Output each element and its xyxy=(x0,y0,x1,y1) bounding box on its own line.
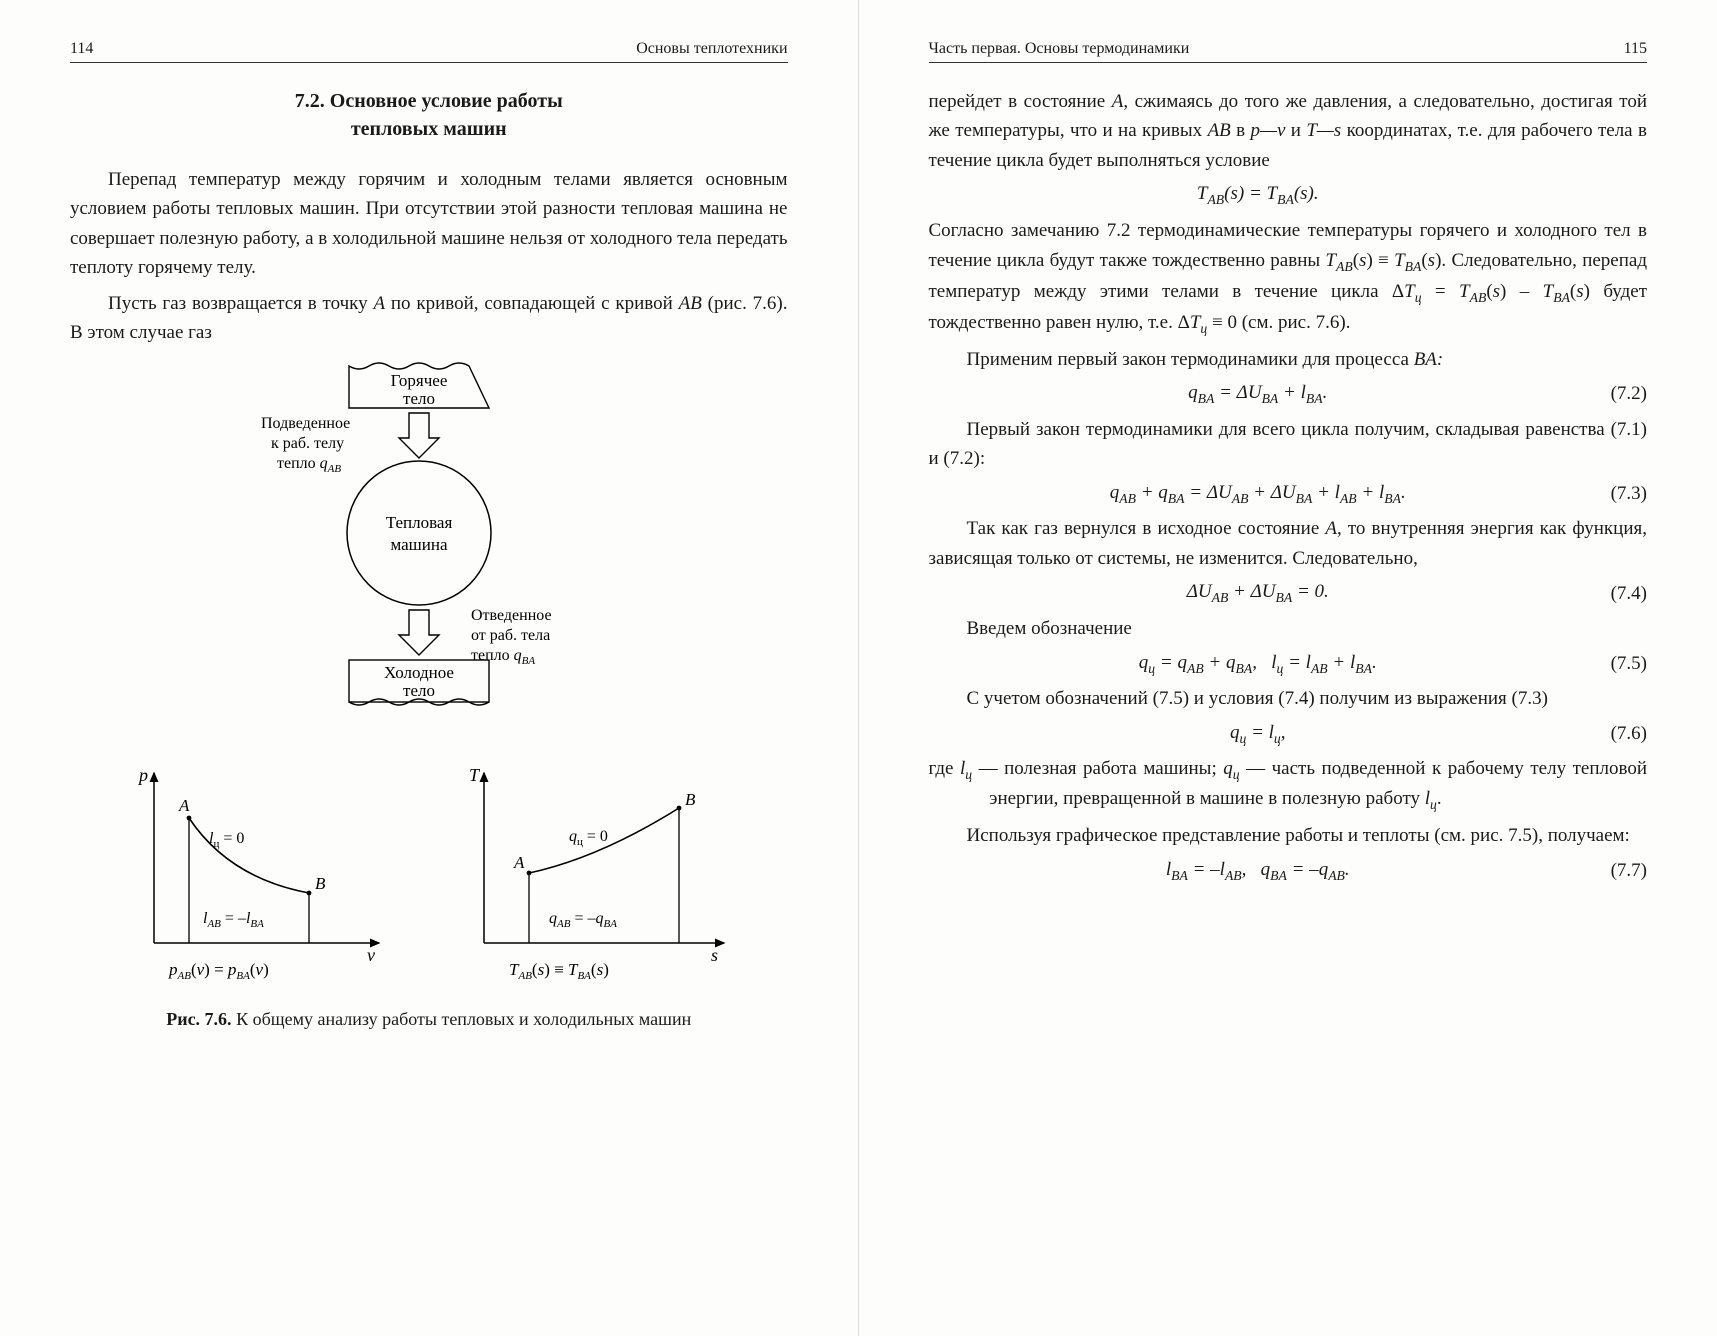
equation-7-6: qц = lц, (7.6) xyxy=(929,722,1648,747)
svg-text:B: B xyxy=(685,790,696,809)
svg-text:к раб. телу: к раб. телу xyxy=(271,435,344,452)
svg-text:lц = 0: lц = 0 xyxy=(209,830,244,850)
paragraph: С учетом обозначений (7.5) и условия (7.… xyxy=(929,684,1648,713)
where-clause: где lц — полезная работа машины; qц — ча… xyxy=(929,755,1648,816)
svg-text:тело: тело xyxy=(403,681,435,700)
svg-text:qAB = –qBA: qAB = –qBA xyxy=(549,910,617,930)
paragraph: Так как газ вернулся в исходное состояни… xyxy=(929,514,1648,573)
running-head-left: 114 Основы теплотехники xyxy=(70,40,788,63)
svg-text:от раб. тела: от раб. тела xyxy=(471,627,550,644)
svg-text:Горячее: Горячее xyxy=(390,371,447,390)
svg-text:тепло qBA: тепло qBA xyxy=(471,647,535,667)
svg-text:тело: тело xyxy=(403,389,435,408)
svg-text:машина: машина xyxy=(390,535,447,554)
equation: TAB(s) = TBA(s). xyxy=(929,183,1648,208)
svg-text:Холодное: Холодное xyxy=(384,663,454,682)
svg-text:тепло qAB: тепло qAB xyxy=(277,455,341,475)
equation-7-5: qц = qAB + qBA, lц = lAB + lBA. (7.5) xyxy=(929,652,1648,677)
paragraph: Пусть газ возвращается в точку A по крив… xyxy=(70,289,788,348)
paragraph: Используя графическое представление рабо… xyxy=(929,821,1648,850)
heat-machine-diagram: Горячее тело Подведенное к раб. телу теп… xyxy=(219,358,639,748)
svg-text:T: T xyxy=(469,765,481,785)
paragraph: Применим первый закон термодинамики для … xyxy=(929,345,1648,374)
paragraph: Введем обозначение xyxy=(929,614,1648,643)
svg-text:TAB(s) ≡ TBA(s): TAB(s) ≡ TBA(s) xyxy=(509,960,609,982)
equation-7-2: qBA = ΔUBA + lBA. (7.2) xyxy=(929,382,1648,407)
equation-7-7: lBA = –lAB, qBA = –qAB. (7.7) xyxy=(929,859,1648,884)
figure-caption: Рис. 7.6. К общему анализу работы теплов… xyxy=(70,1007,788,1032)
svg-text:qц = 0: qц = 0 xyxy=(569,828,608,848)
figure-heat-machine: Горячее тело Подведенное к раб. телу теп… xyxy=(70,358,788,753)
heat-in-label: Подведенное xyxy=(261,415,350,432)
running-head-right: Часть первая. Основы термодинамики 115 xyxy=(929,40,1648,63)
page-right: Часть первая. Основы термодинамики 115 п… xyxy=(859,0,1717,1336)
svg-text:A: A xyxy=(513,853,525,872)
svg-text:A: A xyxy=(178,796,190,815)
svg-text:p: p xyxy=(137,765,148,785)
svg-text:pAB(v) = pBA(v): pAB(v) = pBA(v) xyxy=(168,960,269,982)
svg-text:lAB = –lBA: lAB = –lBA xyxy=(203,910,264,930)
pv-chart: p v A B lц = 0 lAB = –lBA pAB(v) = pBA(v… xyxy=(109,763,409,993)
page-number: 114 xyxy=(70,40,93,58)
heat-out-label: Отведенное xyxy=(471,607,552,624)
paragraph: Согласно замечанию 7.2 термодинамические… xyxy=(929,216,1648,338)
section-title: 7.2. Основное условие работы тепловых ма… xyxy=(70,87,788,143)
ts-chart: T s A B qц = 0 qAB = –qBA TAB(s) ≡ TBA(s… xyxy=(439,763,749,993)
svg-text:s: s xyxy=(711,945,718,965)
paragraph: Перепад температур между горячим и холод… xyxy=(70,165,788,283)
runhead-title: Часть первая. Основы термодинамики xyxy=(929,40,1190,58)
paragraph: перейдет в состояние A, сжимаясь до того… xyxy=(929,87,1648,175)
svg-text:v: v xyxy=(367,945,375,965)
paragraph: Первый закон термодинамики для всего цик… xyxy=(929,415,1648,474)
equation-7-4: ΔUAB + ΔUBA = 0. (7.4) xyxy=(929,581,1648,606)
svg-text:B: B xyxy=(315,874,326,893)
svg-text:Тепловая: Тепловая xyxy=(385,513,452,532)
runhead-title: Основы теплотехники xyxy=(636,40,787,58)
figure-charts-row: p v A B lц = 0 lAB = –lBA pAB(v) = pBA(v… xyxy=(70,763,788,993)
page-number: 115 xyxy=(1624,40,1647,58)
page-left: 114 Основы теплотехники 7.2. Основное ус… xyxy=(0,0,859,1336)
equation-7-3: qAB + qBA = ΔUAB + ΔUBA + lAB + lBA. (7.… xyxy=(929,482,1648,507)
